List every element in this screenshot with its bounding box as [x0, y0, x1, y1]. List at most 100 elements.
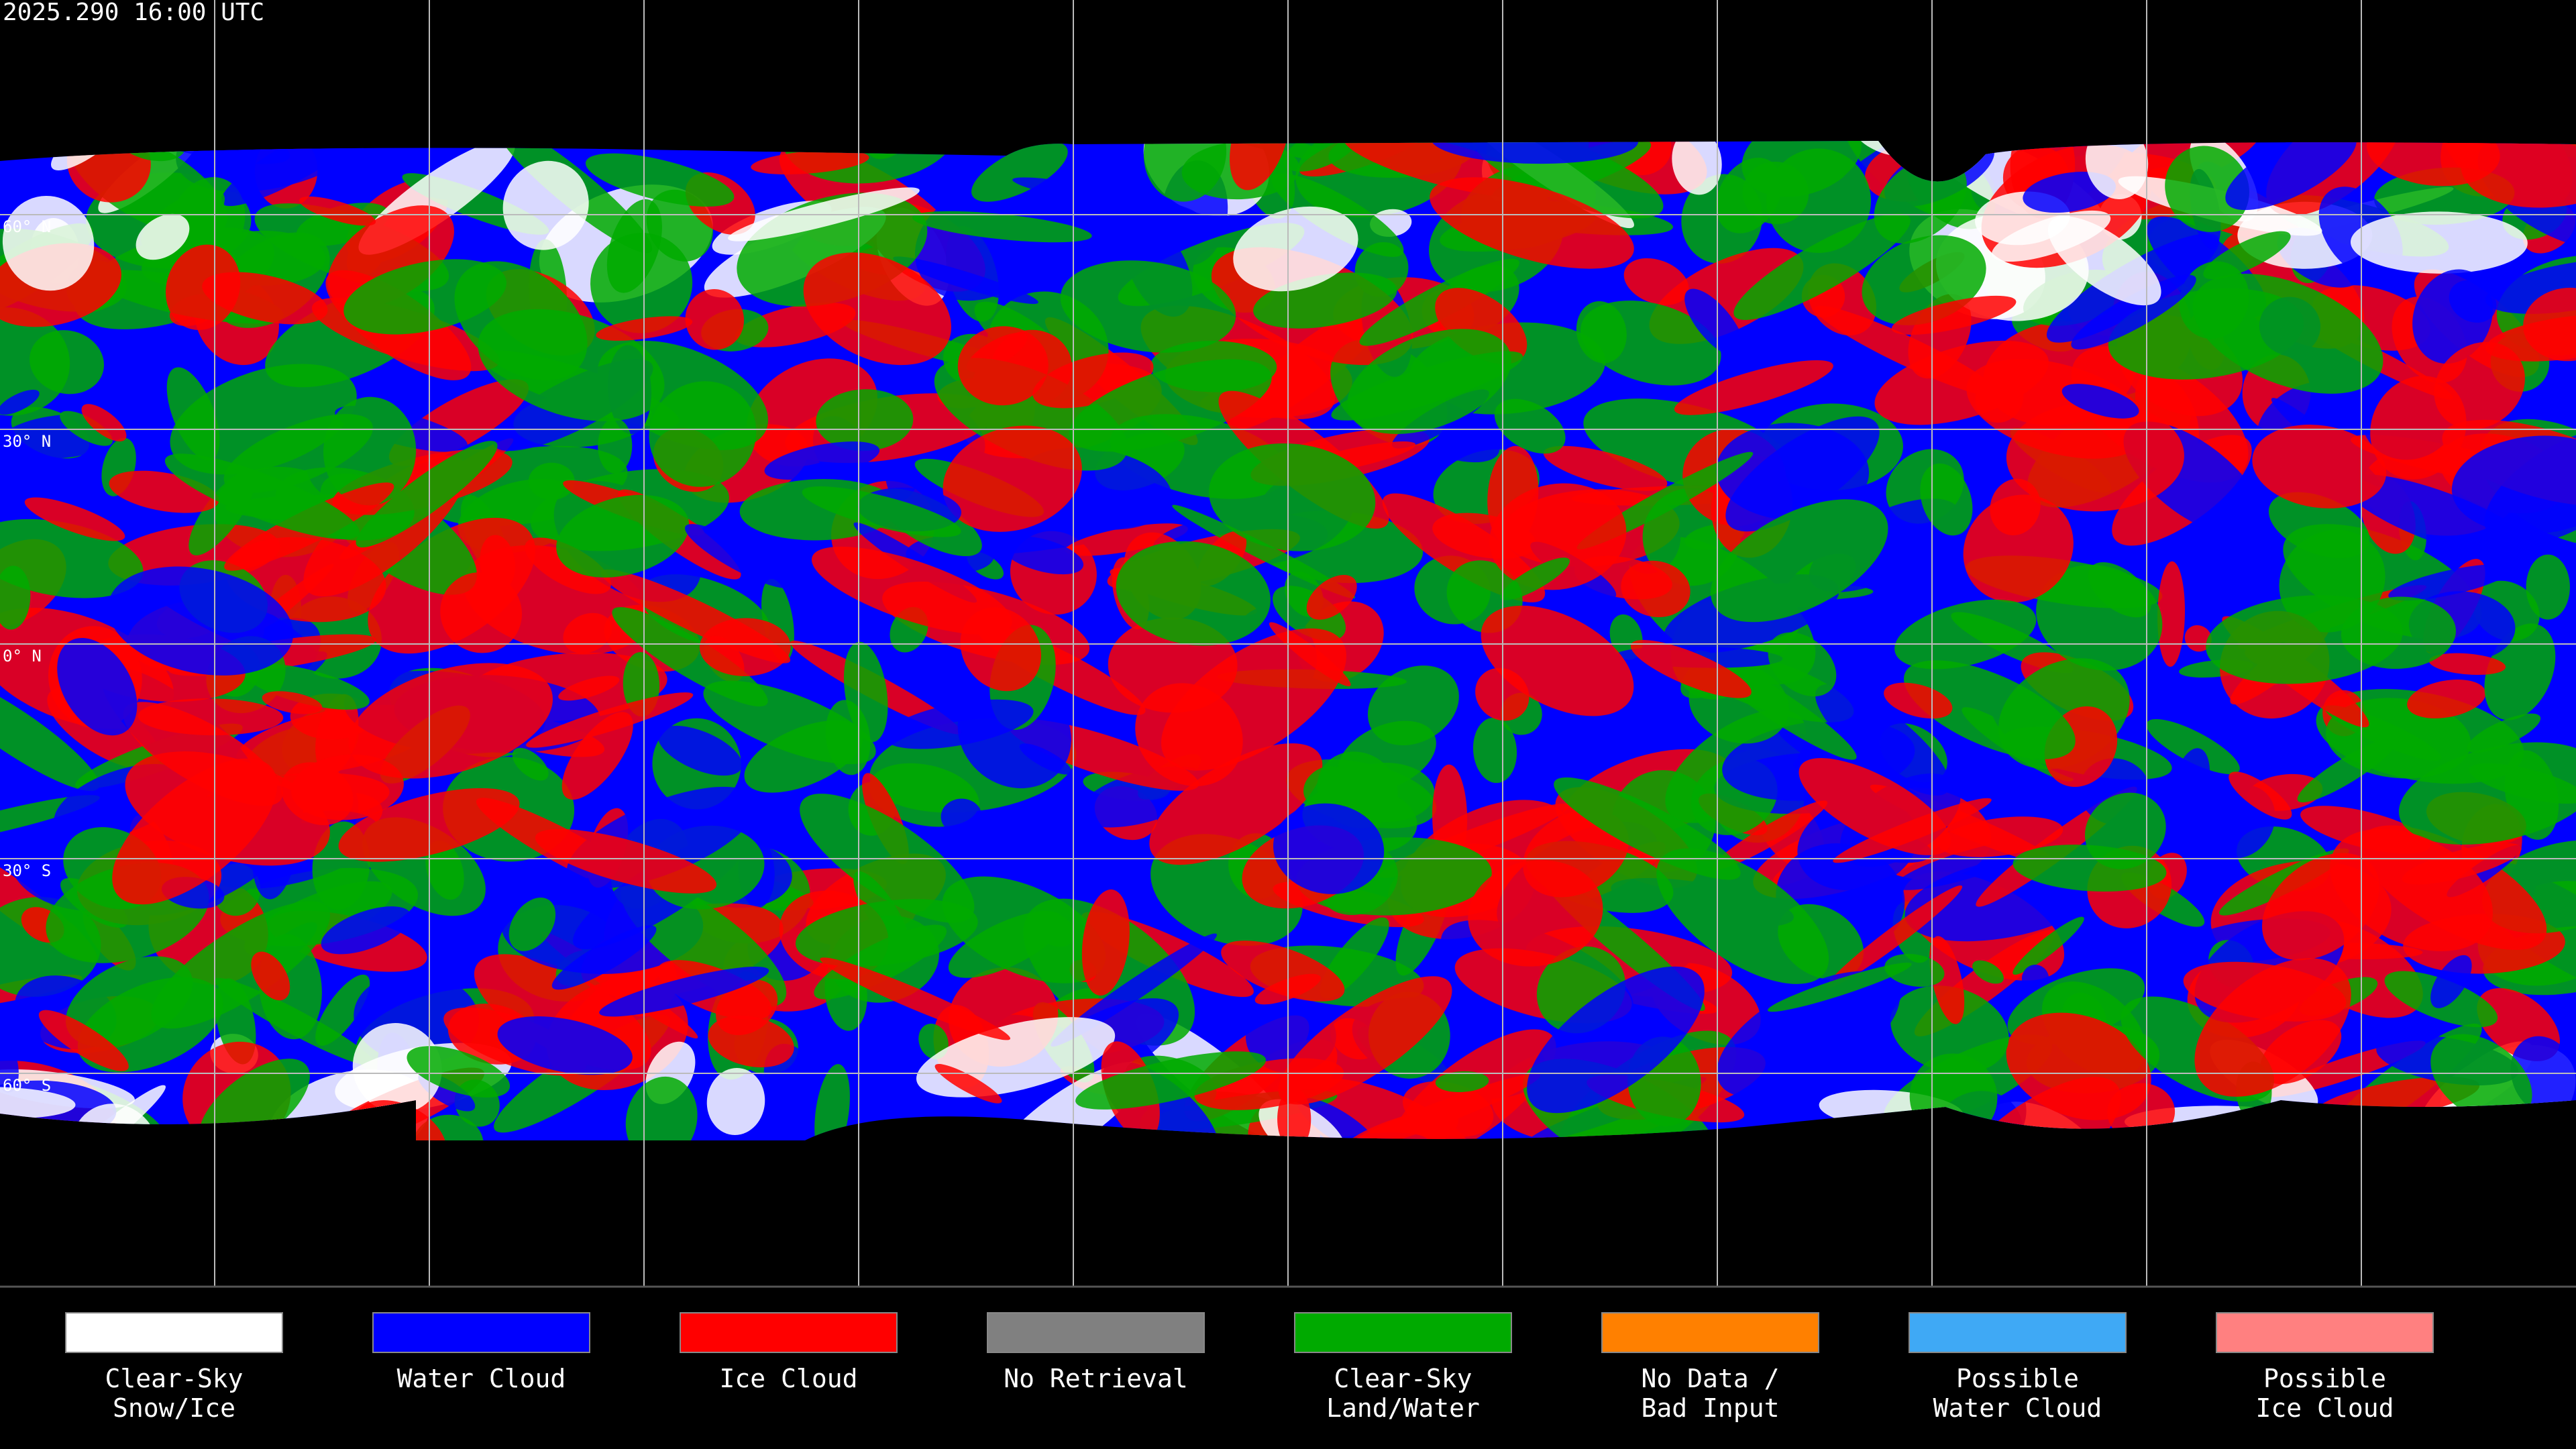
cloud-patch [599, 966, 769, 1017]
cloud-patch [1815, 684, 1950, 796]
cloud-patch [1500, 557, 1570, 600]
latitude-label: 60° S [3, 1076, 51, 1095]
cloud-patch [352, 1023, 442, 1114]
cloud-patch [2485, 258, 2576, 314]
cloud-patch [2430, 1034, 2532, 1123]
cloud-patch [948, 911, 1064, 978]
cloud-patch [2252, 425, 2387, 508]
cloud-patch [1929, 936, 1965, 1024]
cloud-patch [1711, 499, 1888, 623]
cloud-patch [884, 699, 1034, 749]
cloud-patch [1489, 483, 1627, 590]
latitude-label: 30° S [3, 861, 51, 880]
cloud-patch [1347, 329, 1511, 434]
cloud-patch [1435, 1071, 1489, 1093]
cloud-patch [1481, 605, 1634, 716]
cloud-patch [2388, 564, 2512, 601]
legend-swatch [987, 1312, 1205, 1353]
cloud-patch [1672, 141, 1722, 195]
latitude-labels: 60° N 30° N 0° N 30° S 60° S [3, 217, 51, 1095]
legend-swatch [2216, 1312, 2434, 1353]
cloud-patch [2430, 955, 2472, 1008]
cloud-patch [2341, 596, 2456, 669]
cloud-patch [1494, 398, 1566, 454]
cloud-patch [2165, 146, 2249, 232]
cloud-patch [2203, 231, 2291, 280]
timestamp: 2025.290 16:00 UTC [3, 0, 264, 26]
cloud-patch [1303, 766, 1348, 806]
cloud-patch [2523, 287, 2576, 362]
cloud-patch [699, 618, 791, 676]
cloud-patch [1161, 628, 1346, 771]
cloud-patch [1891, 295, 2017, 335]
cloud-patch [703, 680, 876, 765]
cloud-patch [1229, 141, 1290, 191]
cloud-patch [2407, 680, 2486, 718]
cloud-patch [24, 497, 125, 541]
cloud-patch [2526, 554, 2570, 620]
latitude-label: 60° N [3, 217, 51, 236]
legend-label: Water Cloud [397, 1364, 566, 1393]
cloud-patch [1269, 622, 1351, 687]
cloud-patch [2061, 384, 2139, 419]
cloud-patch [943, 425, 1082, 532]
cloud-patch [2451, 435, 2576, 535]
cloud-patch [0, 795, 100, 844]
legend-label: Ice Cloud [2256, 1393, 2394, 1423]
cloud-patch [2268, 492, 2370, 559]
cloud-patch [2343, 474, 2538, 561]
cloud-patch [1431, 141, 1639, 164]
cloud-patch [512, 747, 549, 781]
cloud-patch [1768, 632, 1837, 697]
cloud-patch [2184, 625, 2212, 652]
cloud-patch [2071, 274, 2196, 350]
cloud-patch [0, 1087, 76, 1119]
cloud-patch [1963, 494, 2074, 603]
cloud-patch [497, 1016, 633, 1075]
cloud-patch [2225, 141, 2357, 211]
cloud-patch [2006, 1012, 2151, 1120]
cloud-patch [1209, 443, 1376, 551]
cloud-patch [1554, 777, 1741, 880]
legend-label: Possible [1956, 1364, 2079, 1393]
cloud-patch [685, 288, 745, 350]
cloud-patch [563, 612, 612, 653]
graticule [0, 0, 2576, 1287]
cloud-patch [1338, 720, 1436, 792]
cloud-patch [957, 326, 1049, 406]
cloud-patch [0, 307, 70, 416]
cloud-patch [561, 712, 633, 800]
cloud-patch [1890, 985, 2009, 1074]
cloud-patch [816, 389, 914, 451]
legend-label: Possible [2263, 1364, 2386, 1393]
legend-label: Bad Input [1642, 1393, 1780, 1423]
cloud-patch [2434, 341, 2525, 429]
cloud-patch [176, 141, 382, 193]
cloud-patch [165, 244, 241, 330]
cloud-patch [1306, 574, 1357, 620]
cloud-patch [1630, 639, 1752, 698]
cloud-patch [138, 698, 284, 736]
cloud-patch [348, 663, 553, 779]
cloud-patch [2297, 739, 2396, 803]
cloud-patch [535, 828, 717, 894]
cloud-patch [590, 233, 693, 333]
legend-label: Snow/Ice [113, 1393, 235, 1423]
cloud-patch [0, 1036, 19, 1093]
cloud-patch [918, 1024, 949, 1059]
cloud-patch [1766, 148, 1872, 254]
cloud-patch [81, 404, 127, 442]
cloud-patch [1065, 523, 1188, 556]
legend-label: Water Cloud [1933, 1393, 2102, 1423]
cloud-patch [2330, 828, 2493, 952]
legend-label: Clear-Sky [105, 1364, 244, 1393]
cloud-patch [2021, 965, 2049, 994]
cloud-patch [1904, 660, 2076, 759]
cloud-patch [221, 141, 374, 207]
cloud-patch [2192, 273, 2383, 394]
cloud-patch [960, 607, 1042, 692]
cloud-patch [0, 672, 99, 792]
